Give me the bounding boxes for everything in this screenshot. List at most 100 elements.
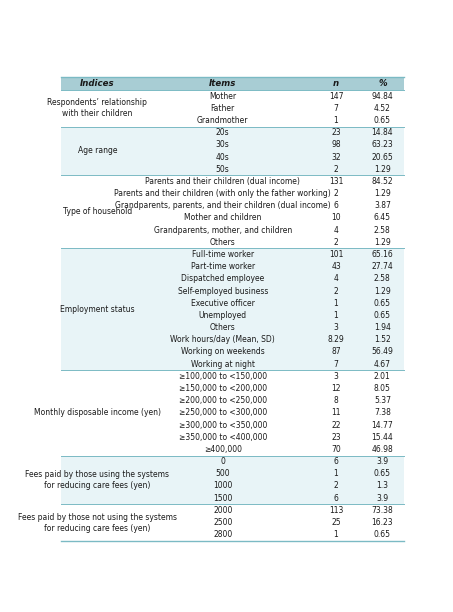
Text: ≥400,000: ≥400,000 [204, 445, 242, 454]
Text: 43: 43 [331, 262, 341, 271]
Text: 0.65: 0.65 [374, 311, 391, 320]
Text: 1000: 1000 [213, 482, 232, 490]
Text: 20.65: 20.65 [371, 152, 393, 162]
Text: 0: 0 [220, 457, 225, 466]
Text: Working on weekends: Working on weekends [181, 348, 265, 356]
Text: Self-employed business: Self-employed business [178, 286, 268, 296]
Text: Mother and children: Mother and children [184, 214, 261, 222]
Text: 3: 3 [333, 323, 338, 332]
Bar [61, 407, 404, 419]
Text: Father: Father [211, 104, 235, 113]
Text: 27.74: 27.74 [371, 262, 393, 271]
Bar [61, 468, 404, 480]
Bar [61, 139, 404, 151]
Text: Working at night: Working at night [191, 360, 255, 368]
Text: ≥200,000 to <250,000: ≥200,000 to <250,000 [178, 396, 267, 405]
Text: Full-time worker: Full-time worker [192, 250, 254, 259]
Text: Fees paid by those using the systems
for reducing care fees (yen): Fees paid by those using the systems for… [25, 470, 169, 490]
Text: 0.65: 0.65 [374, 299, 391, 308]
Bar [61, 455, 404, 468]
Text: 11: 11 [331, 408, 341, 417]
Text: 2.58: 2.58 [374, 226, 391, 234]
Text: 131: 131 [329, 177, 343, 186]
Text: 0.65: 0.65 [374, 469, 391, 479]
Text: 500: 500 [216, 469, 230, 479]
Text: 6.45: 6.45 [374, 214, 391, 222]
Text: 2.58: 2.58 [374, 274, 391, 283]
Text: Indices: Indices [80, 79, 115, 88]
Text: 56.49: 56.49 [371, 348, 393, 356]
Bar [61, 236, 404, 248]
Text: ≥100,000 to <150,000: ≥100,000 to <150,000 [178, 372, 267, 381]
Bar [61, 504, 404, 517]
Bar [61, 297, 404, 309]
Text: Others: Others [210, 323, 236, 332]
Text: 1.29: 1.29 [374, 189, 391, 198]
Text: 1.94: 1.94 [374, 323, 391, 332]
Bar [61, 187, 404, 200]
Text: 2: 2 [334, 482, 338, 490]
Text: 23: 23 [331, 128, 341, 137]
Text: Respondents’ relationship
with their children: Respondents’ relationship with their chi… [48, 98, 147, 118]
Text: 113: 113 [329, 506, 343, 515]
Text: 4.52: 4.52 [374, 104, 391, 113]
Bar [61, 370, 404, 382]
Text: ≥300,000 to <350,000: ≥300,000 to <350,000 [178, 420, 267, 430]
Text: 5.37: 5.37 [374, 396, 391, 405]
Text: 6: 6 [333, 494, 338, 502]
Text: 0.65: 0.65 [374, 116, 391, 125]
Text: 25: 25 [331, 518, 341, 527]
Text: 6: 6 [333, 201, 338, 211]
Bar [61, 443, 404, 455]
Text: 46.98: 46.98 [371, 445, 393, 454]
Text: 2: 2 [334, 238, 338, 247]
Text: 12: 12 [331, 384, 341, 393]
Text: 3.9: 3.9 [376, 457, 388, 466]
Text: 4: 4 [333, 274, 338, 283]
Bar [61, 151, 404, 163]
Text: Monthly disposable income (yen): Monthly disposable income (yen) [34, 408, 161, 417]
Bar [61, 114, 404, 127]
Text: 2800: 2800 [213, 530, 232, 539]
Text: 87: 87 [331, 348, 341, 356]
Text: Employment status: Employment status [60, 305, 135, 314]
Bar [61, 529, 404, 541]
Bar [61, 224, 404, 236]
Text: Unemployed: Unemployed [199, 311, 247, 320]
Text: Work hours/day (Mean, SD): Work hours/day (Mean, SD) [170, 335, 275, 345]
Text: 84.52: 84.52 [371, 177, 393, 186]
Text: 94.84: 94.84 [371, 92, 393, 100]
Text: ≥350,000 to <400,000: ≥350,000 to <400,000 [178, 433, 267, 442]
Text: 7: 7 [333, 104, 338, 113]
Bar [61, 127, 404, 139]
Text: 1.29: 1.29 [374, 165, 391, 174]
Text: %: % [378, 79, 387, 88]
Text: 10: 10 [331, 214, 341, 222]
Text: 40s: 40s [216, 152, 230, 162]
Text: 8.05: 8.05 [374, 384, 391, 393]
Text: 14.84: 14.84 [371, 128, 393, 137]
Text: 98: 98 [331, 140, 341, 149]
Bar [61, 395, 404, 407]
Text: Executive officer: Executive officer [191, 299, 255, 308]
Bar [61, 419, 404, 431]
Text: 70: 70 [331, 445, 341, 454]
Bar [61, 285, 404, 297]
Text: 16.23: 16.23 [371, 518, 393, 527]
Text: 1: 1 [334, 116, 338, 125]
Text: 4: 4 [333, 226, 338, 234]
Text: 1: 1 [334, 299, 338, 308]
Text: 2500: 2500 [213, 518, 232, 527]
Text: 6: 6 [333, 457, 338, 466]
Text: 2: 2 [334, 165, 338, 174]
Text: Parents and their children (dual income): Parents and their children (dual income) [145, 177, 300, 186]
Text: 2000: 2000 [213, 506, 232, 515]
Bar [61, 309, 404, 321]
Text: Dispatched employee: Dispatched employee [181, 274, 265, 283]
Text: 1: 1 [334, 530, 338, 539]
Text: 14.77: 14.77 [371, 420, 393, 430]
Text: Grandparents, mother, and children: Grandparents, mother, and children [154, 226, 292, 234]
Bar [61, 175, 404, 187]
Text: Parents and their children (with only the father working): Parents and their children (with only th… [114, 189, 331, 198]
Text: Age range: Age range [77, 146, 117, 155]
